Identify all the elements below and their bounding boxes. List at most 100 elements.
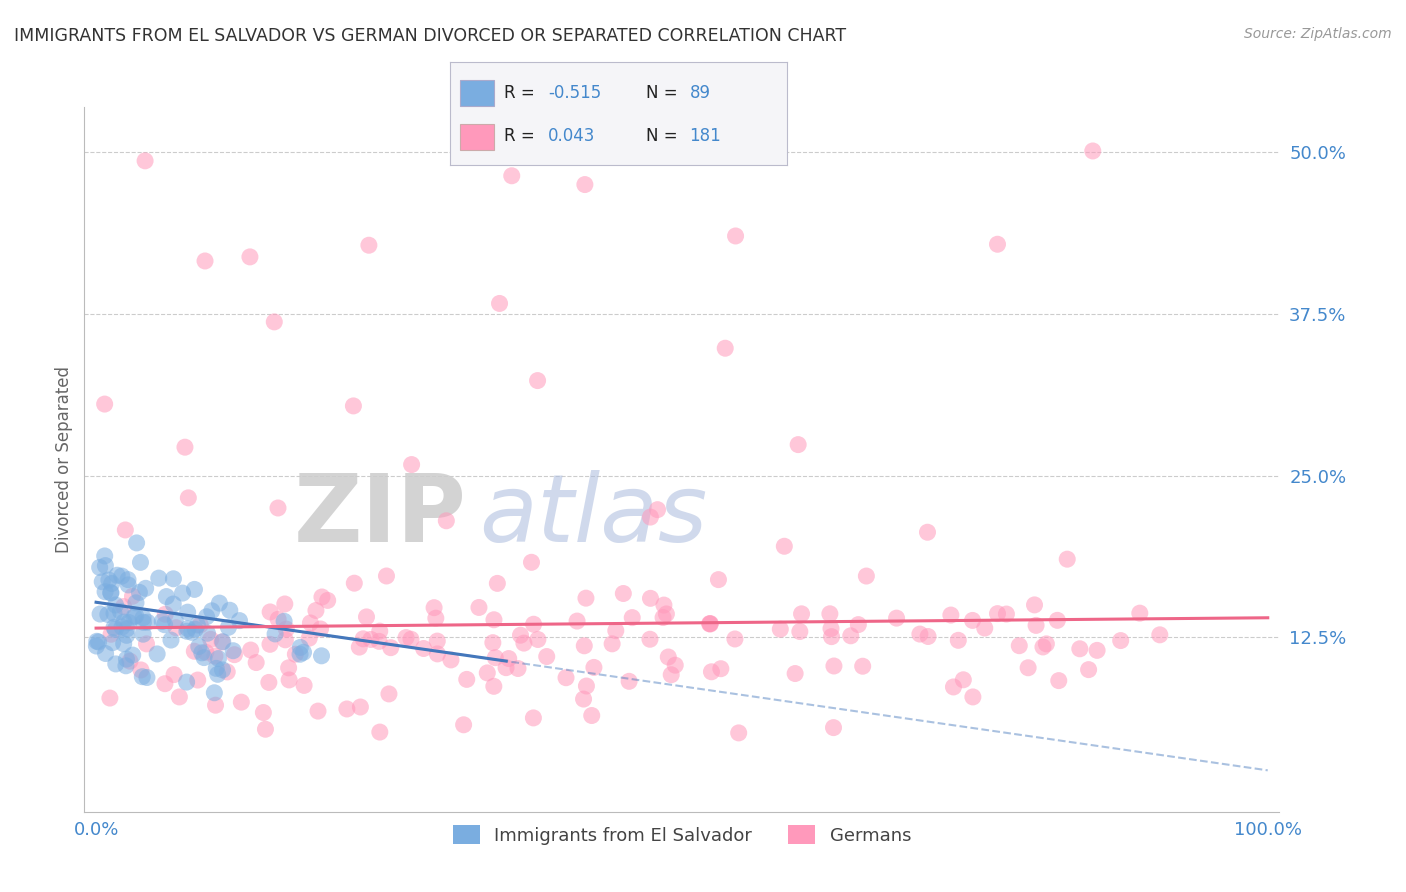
Point xyxy=(342,399,364,413)
Point xyxy=(307,704,329,718)
Point xyxy=(482,635,505,649)
Text: R =: R = xyxy=(503,128,540,145)
Point xyxy=(103,620,125,634)
Point xyxy=(700,665,723,679)
Point xyxy=(217,665,239,679)
Point xyxy=(440,653,463,667)
Bar xyxy=(460,124,494,150)
Point xyxy=(1008,639,1031,653)
Point xyxy=(1085,643,1108,657)
Point xyxy=(820,622,842,636)
Point xyxy=(1046,613,1069,627)
Point xyxy=(112,637,135,651)
Point xyxy=(100,586,122,600)
Point xyxy=(176,605,198,619)
Point xyxy=(259,605,281,619)
Point xyxy=(200,632,222,647)
Text: N =: N = xyxy=(645,128,682,145)
Point xyxy=(131,670,153,684)
Point xyxy=(183,582,205,597)
Point xyxy=(574,639,596,653)
Point xyxy=(111,569,134,583)
Point xyxy=(267,500,290,515)
Point xyxy=(194,645,217,659)
Point xyxy=(87,635,110,649)
Point xyxy=(239,250,262,264)
Point xyxy=(486,576,509,591)
Point xyxy=(652,598,675,612)
Point xyxy=(699,616,721,631)
Text: R =: R = xyxy=(503,84,540,102)
Point xyxy=(710,662,733,676)
Point xyxy=(218,603,240,617)
Point xyxy=(412,641,434,656)
Point xyxy=(1077,663,1099,677)
Point xyxy=(111,620,134,634)
Point xyxy=(114,523,136,537)
Point xyxy=(484,650,506,665)
Text: 0.043: 0.043 xyxy=(548,128,595,145)
Point xyxy=(97,607,120,622)
Point xyxy=(509,628,531,642)
Point xyxy=(273,614,295,628)
Point xyxy=(1035,637,1057,651)
Point xyxy=(231,695,253,709)
Point xyxy=(160,633,183,648)
Point xyxy=(707,573,730,587)
Point xyxy=(101,635,124,649)
Point xyxy=(176,624,198,639)
Text: ZIP: ZIP xyxy=(294,470,467,562)
Point xyxy=(211,635,233,649)
Point xyxy=(118,615,141,630)
Point xyxy=(263,315,285,329)
Point xyxy=(699,616,721,631)
Point xyxy=(136,615,159,630)
Point xyxy=(193,650,215,665)
Point xyxy=(714,341,737,355)
Point xyxy=(378,687,401,701)
Point xyxy=(98,691,121,706)
Point xyxy=(468,600,491,615)
Point xyxy=(86,639,108,653)
Point xyxy=(115,658,138,673)
Point xyxy=(105,568,128,582)
Point xyxy=(610,144,633,158)
Point xyxy=(526,374,548,388)
Point xyxy=(773,539,796,553)
Point xyxy=(115,622,138,636)
Point xyxy=(453,718,475,732)
Point xyxy=(115,652,138,666)
Point xyxy=(787,437,810,451)
Point xyxy=(94,584,117,599)
Point xyxy=(93,549,115,563)
Point xyxy=(575,591,598,606)
Point xyxy=(128,585,150,599)
Point xyxy=(846,617,869,632)
Point xyxy=(395,631,418,645)
Point xyxy=(818,607,841,621)
Point xyxy=(823,659,845,673)
Point xyxy=(299,615,322,630)
Point xyxy=(224,648,246,662)
Bar xyxy=(460,80,494,106)
Point xyxy=(117,578,139,592)
Point xyxy=(278,673,301,687)
Point xyxy=(605,624,627,638)
Point xyxy=(986,607,1008,621)
Text: -0.515: -0.515 xyxy=(548,84,600,102)
Point xyxy=(222,644,245,658)
Point xyxy=(163,667,186,681)
Point xyxy=(952,673,974,687)
Point xyxy=(995,607,1018,621)
Point xyxy=(699,617,721,632)
Y-axis label: Divorced or Separated: Divorced or Separated xyxy=(55,366,73,553)
Point xyxy=(290,640,312,655)
Point xyxy=(187,640,209,654)
Point xyxy=(572,692,595,706)
Point xyxy=(820,630,842,644)
Point xyxy=(298,631,321,645)
Text: atlas: atlas xyxy=(479,470,707,561)
Point xyxy=(647,502,669,516)
Point xyxy=(536,649,558,664)
Point xyxy=(823,721,845,735)
